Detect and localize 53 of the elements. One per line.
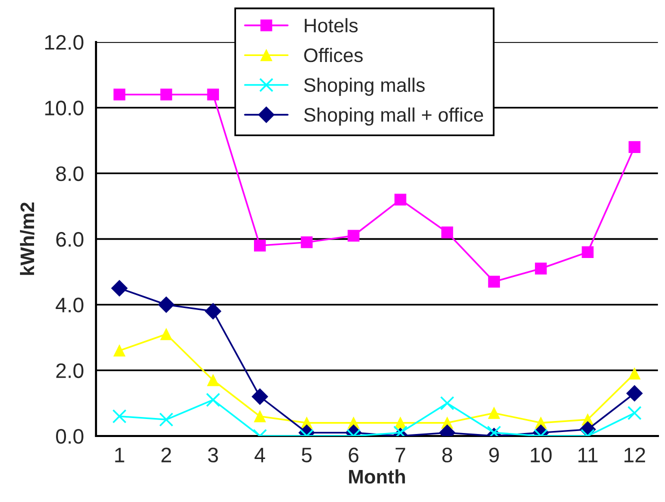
point	[534, 262, 547, 274]
point	[626, 385, 643, 402]
point	[160, 88, 172, 100]
x-tick-label: 1	[115, 448, 124, 462]
point	[394, 194, 406, 206]
point	[111, 280, 128, 296]
x-tick-label: 2	[161, 448, 171, 462]
x-tick-label: 6	[348, 448, 358, 462]
point	[158, 296, 174, 313]
point	[628, 141, 640, 153]
y-tick-label: 6.0	[56, 232, 84, 247]
y-tick-label: 4.0	[56, 298, 84, 312]
point	[441, 226, 454, 238]
x-tick-label: 7	[396, 448, 406, 462]
legend-label: Offices	[304, 48, 363, 62]
point	[207, 374, 219, 386]
y-tick-label: 8.0	[56, 166, 84, 182]
point	[627, 406, 642, 420]
x-tick-label: 9	[489, 448, 499, 462]
x-tick-label: 8	[442, 448, 452, 462]
y-tick-label: 0.0	[56, 429, 84, 444]
x-tick-label: 10	[530, 448, 552, 462]
point	[628, 368, 640, 380]
point	[114, 88, 126, 100]
point	[252, 388, 268, 405]
x-tick-label: 11	[578, 448, 598, 462]
point	[114, 344, 126, 357]
x-axis-title: Month	[349, 469, 405, 484]
point	[488, 276, 500, 288]
y-tick-label: 2.0	[56, 363, 84, 378]
point	[488, 407, 500, 419]
point	[207, 88, 219, 100]
point	[254, 410, 266, 422]
x-tick-label: 12	[624, 448, 646, 462]
point	[204, 303, 222, 320]
legend-label: Shoping malls	[304, 78, 425, 96]
x-tick-label: 5	[302, 448, 312, 462]
point	[254, 240, 266, 252]
point	[582, 246, 594, 258]
point	[348, 230, 360, 242]
y-tick-label: 12.0	[45, 35, 84, 50]
x-tick-label: 4	[254, 448, 266, 462]
y-tick-label: 10.0	[45, 100, 84, 116]
point	[206, 392, 220, 407]
y-axis-title: kWh/m2	[20, 202, 34, 275]
x-tick-label: 3	[208, 448, 218, 462]
legend-label: Shoping mall + office	[304, 107, 484, 126]
point	[300, 236, 313, 248]
point	[159, 412, 174, 427]
point	[440, 396, 454, 410]
legend-label: Hotels	[304, 18, 358, 32]
point	[112, 409, 126, 424]
point	[160, 328, 172, 340]
